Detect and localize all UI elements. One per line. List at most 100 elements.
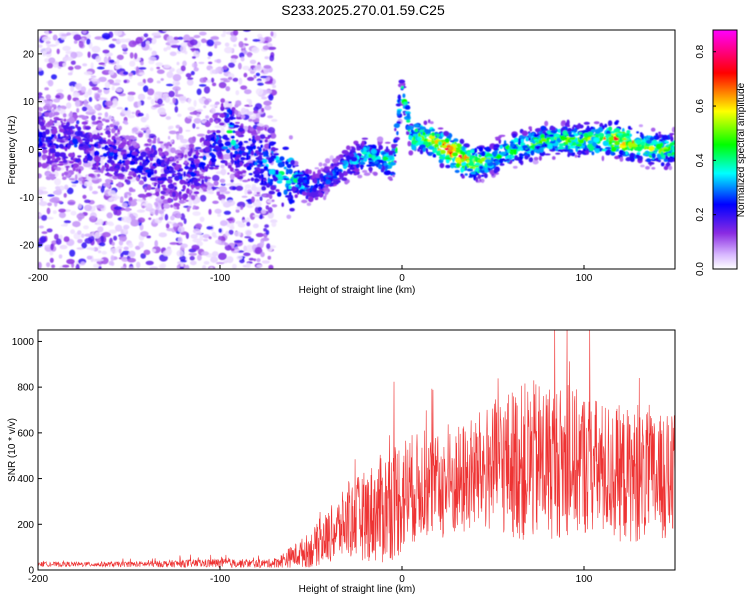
spectrogram-blob (167, 185, 172, 188)
spectrogram-blob (332, 158, 339, 164)
spectrogram-blob (672, 146, 675, 151)
spectrogram-blob (305, 195, 309, 200)
spectrogram-blob (593, 121, 600, 125)
spectrogram-blob (247, 205, 254, 209)
spectrogram-blob (269, 194, 273, 200)
spectrogram-blob (220, 183, 226, 186)
spectrogram-blob (257, 206, 263, 212)
spectrogram-blob (62, 176, 67, 180)
spectrogram-blob (540, 125, 547, 131)
spectrogram-y-tick-label: 20 (23, 49, 35, 60)
spectrogram-blob (224, 141, 232, 147)
spectrogram-blob (499, 134, 506, 137)
spectrogram-blob (279, 156, 285, 161)
spectrogram-blob (317, 169, 322, 175)
spectrogram-blob (649, 136, 655, 141)
spectrogram-blob (263, 100, 272, 106)
spectrogram-blob (160, 112, 167, 115)
spectrogram-blob (49, 147, 56, 154)
spectrogram-blob (158, 232, 167, 238)
spectrogram-blob (179, 266, 185, 269)
spectrogram-blob (155, 62, 163, 67)
spectrogram-blob (84, 237, 93, 244)
spectrogram-blob (49, 100, 53, 107)
spectrogram-blob (62, 62, 67, 68)
spectrogram-blob (170, 139, 174, 143)
spectrogram-blob (136, 198, 145, 202)
spectrogram-blob (444, 147, 450, 151)
spectrogram-blob (255, 232, 264, 238)
spectrogram-blob (526, 151, 532, 154)
spectrogram-blob (307, 176, 311, 180)
spectrogram-blob (180, 146, 187, 151)
spectrogram-blob (208, 208, 212, 215)
spectrogram-blob (646, 139, 652, 144)
spectrogram-blob (651, 167, 656, 170)
spectrogram-blob (493, 148, 499, 151)
spectrogram-blob (108, 146, 114, 153)
spectrogram-blob (209, 104, 218, 108)
spectrogram-blob (544, 143, 548, 148)
spectrogram-blob (493, 144, 501, 147)
spectrogram-blob (110, 247, 119, 254)
spectrogram-blob (301, 199, 308, 204)
spectrogram-blob (38, 92, 43, 96)
spectrogram-blob (180, 261, 184, 267)
spectrogram-blob (40, 196, 44, 202)
spectrogram-blob (70, 85, 75, 92)
spectrogram-blob (183, 34, 191, 42)
spectrogram-blob (133, 157, 140, 162)
spectrogram-blob (235, 209, 240, 213)
spectrogram-blob (371, 154, 376, 161)
spectrogram-blob (205, 140, 211, 147)
spectrogram-blob (146, 235, 151, 239)
spectrogram-blob (136, 165, 144, 172)
spectrogram-blob (138, 72, 146, 76)
spectrogram-blob (636, 131, 639, 134)
spectrogram-blob (95, 55, 102, 63)
spectrogram-blob (136, 261, 141, 269)
spectrogram-blob (257, 164, 262, 167)
spectrogram-blob (160, 195, 165, 200)
spectrogram-blob (38, 118, 42, 123)
spectrogram-blob (459, 138, 465, 145)
spectrogram-blob (431, 139, 435, 143)
spectrogram-blob (195, 150, 199, 157)
spectrogram-blobs (38, 30, 675, 269)
spectrogram-blob (248, 149, 252, 155)
spectrogram-blob (128, 40, 137, 48)
spectrogram-blob (578, 139, 585, 144)
spectrogram-blob (218, 186, 228, 193)
spectrogram-blob (122, 51, 128, 55)
spectrogram-blob (74, 174, 78, 181)
spectrogram-blob (270, 152, 273, 156)
spectrogram-blob (198, 61, 205, 65)
spectrogram-blob (252, 39, 261, 42)
spectrogram-blob (308, 196, 314, 203)
spectrogram-blob (450, 162, 458, 166)
spectrogram-blob (86, 133, 91, 139)
spectrogram-blob (95, 155, 100, 161)
spectrogram-blob (327, 175, 332, 178)
spectrogram-blob (490, 157, 494, 163)
spectrogram-blob (230, 55, 239, 60)
spectrogram-blob (77, 155, 82, 158)
spectrogram-blob (38, 225, 45, 229)
spectrogram-blob (250, 177, 255, 182)
spectrogram-blob (45, 155, 53, 160)
spectrogram-blob (50, 243, 54, 251)
spectrogram-blob (575, 146, 578, 153)
spectrogram-blob (234, 121, 240, 124)
spectrogram-blob (55, 94, 61, 99)
spectrogram-blob (281, 202, 285, 207)
spectrogram-blob (553, 133, 560, 137)
spectrogram-blob (608, 126, 613, 131)
spectrogram-blob (267, 115, 274, 119)
spectrogram-blob (245, 230, 252, 236)
spectrogram-blob (81, 106, 88, 112)
spectrogram-blob (485, 146, 492, 153)
spectrogram-blob (210, 36, 220, 40)
spectrogram-blob (203, 238, 209, 242)
spectrogram-blob (178, 95, 187, 101)
spectrogram-blob (51, 153, 56, 159)
